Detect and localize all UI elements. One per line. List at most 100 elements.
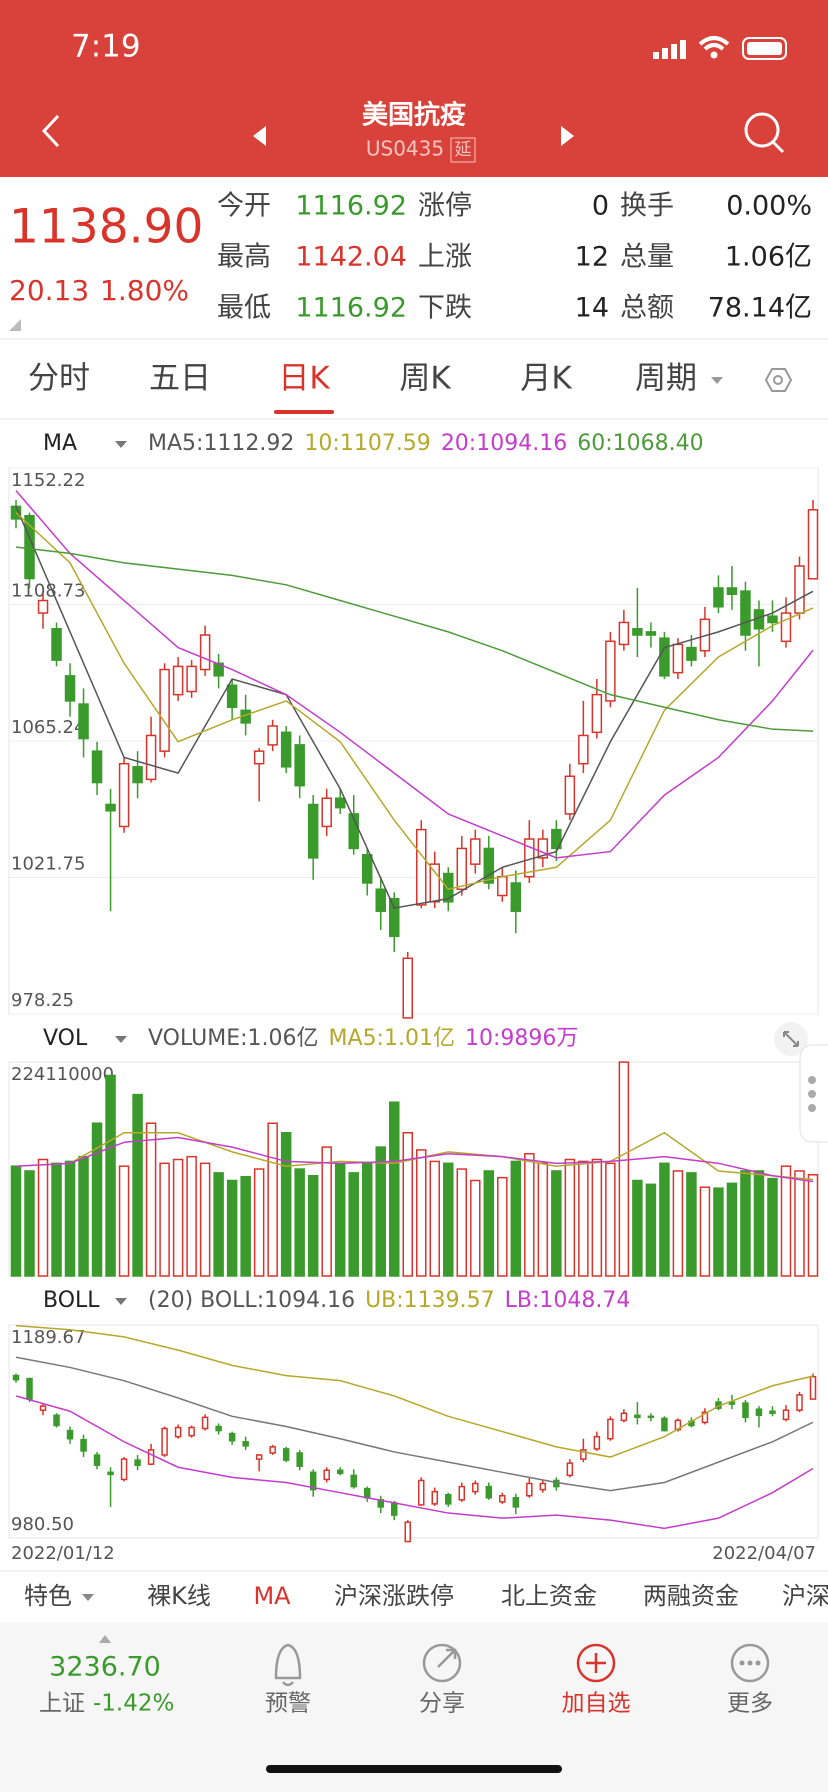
footer-action[interactable]: 预警 <box>265 1691 311 1717</box>
prev-button[interactable] <box>253 126 266 146</box>
index-change: -1.42% <box>93 1691 174 1717</box>
candle-body <box>512 1497 520 1508</box>
indicator-line <box>15 512 814 891</box>
menu-item[interactable]: 北上资金 <box>501 1582 597 1610</box>
tab[interactable]: 日K <box>278 361 330 397</box>
tab[interactable]: 周期 <box>635 361 697 397</box>
candle-body <box>740 590 751 636</box>
candle-body <box>294 744 305 787</box>
candle-body <box>780 612 792 643</box>
more-dots <box>739 1660 761 1666</box>
candle-body <box>363 1487 371 1499</box>
candle-body <box>728 1401 736 1405</box>
y-tick-label: 980.50 <box>11 1514 74 1535</box>
candle-body <box>280 731 292 768</box>
menu-dropdown <box>82 1594 94 1601</box>
y-tick-label: 1152.22 <box>11 470 85 491</box>
candle-body <box>809 1375 817 1400</box>
panel-dropdown[interactable] <box>115 1036 127 1043</box>
stat-value: 14 <box>575 293 609 324</box>
volume-bar <box>348 1172 359 1277</box>
candle-body <box>796 1394 803 1411</box>
menu-item[interactable]: 裸K线 <box>147 1582 211 1610</box>
volume-bar <box>794 1170 805 1277</box>
candle-body <box>147 1449 155 1465</box>
volume-bar <box>118 1165 130 1277</box>
search-button[interactable] <box>744 112 780 148</box>
candle-body <box>80 1438 87 1452</box>
y-tick-label: 1189.67 <box>11 1327 85 1348</box>
tab[interactable]: 月K <box>520 361 572 397</box>
candle-body <box>578 734 589 765</box>
panel-title: BOLL <box>43 1288 100 1313</box>
menu-item[interactable]: 特色 <box>24 1582 72 1610</box>
footer-action[interactable]: 更多 <box>727 1691 773 1717</box>
volume-bar <box>632 1179 643 1277</box>
candle-body <box>470 838 481 865</box>
volume-bar <box>64 1160 76 1277</box>
candle-body <box>66 1429 74 1440</box>
candle-body <box>497 875 508 897</box>
candle-body <box>132 766 143 784</box>
candle-body <box>93 1454 101 1466</box>
candle-body <box>445 1493 452 1505</box>
candle-body <box>755 1408 763 1417</box>
candle-body <box>172 665 184 696</box>
candle-body <box>807 509 819 580</box>
change-pct: 1.80% <box>100 274 189 307</box>
menu-item[interactable]: 沪深涨跌停 <box>334 1582 454 1610</box>
volume-bar <box>753 1170 765 1277</box>
candle-body <box>348 813 359 850</box>
next-button[interactable] <box>561 126 574 146</box>
candle-body <box>483 847 495 884</box>
candle-body <box>499 1494 506 1503</box>
menu-item[interactable]: 两融资金 <box>643 1582 739 1610</box>
change: 20.13 <box>9 274 89 307</box>
volume-bar <box>456 1168 468 1277</box>
panel-dropdown[interactable] <box>115 441 127 448</box>
candle-body <box>510 882 522 912</box>
candle-body <box>39 1405 47 1411</box>
volume-bar <box>159 1162 170 1277</box>
volume-bar <box>186 1155 197 1277</box>
volume-bar <box>564 1158 576 1277</box>
volume-bar <box>780 1165 792 1277</box>
stat-label: 上涨 <box>418 242 472 273</box>
volume-bar <box>659 1162 670 1277</box>
candle-body <box>418 1479 425 1506</box>
panel-dropdown[interactable] <box>115 1298 127 1305</box>
y-tick-label: 1021.75 <box>11 853 85 874</box>
footer-action[interactable]: 加自选 <box>562 1691 631 1717</box>
volume-bar <box>726 1182 738 1277</box>
volume-bar <box>213 1172 224 1277</box>
candle-body <box>390 1502 398 1516</box>
volume-bar <box>497 1176 508 1277</box>
candle-body <box>336 1469 344 1475</box>
candle-body <box>591 693 603 734</box>
menu-item[interactable]: MA <box>253 1582 291 1610</box>
settings-icon[interactable] <box>764 368 793 392</box>
tab[interactable]: 周K <box>399 361 451 397</box>
stat-label: 今开 <box>217 191 271 222</box>
settings-dot <box>773 375 783 385</box>
candle-body <box>201 1416 209 1430</box>
candle-body <box>91 750 103 784</box>
stat-value: 0 <box>592 191 609 222</box>
indicator-line <box>15 1356 814 1492</box>
candle-body <box>564 775 576 815</box>
tab[interactable]: 分时 <box>28 361 90 397</box>
candle-body <box>242 1441 249 1447</box>
tab[interactable]: 五日 <box>149 361 211 397</box>
menu-item[interactable]: 沪深 <box>782 1582 828 1610</box>
footer-action[interactable]: 分享 <box>419 1691 465 1717</box>
back-button[interactable] <box>41 114 60 148</box>
stock-name: 美国抗疫 <box>362 100 466 131</box>
volume-bar <box>443 1162 454 1277</box>
candle-body <box>26 1377 33 1400</box>
volume-bar <box>267 1122 278 1277</box>
volume-bar <box>388 1101 400 1277</box>
wifi-dot <box>710 51 718 59</box>
battery-icon <box>742 37 787 60</box>
